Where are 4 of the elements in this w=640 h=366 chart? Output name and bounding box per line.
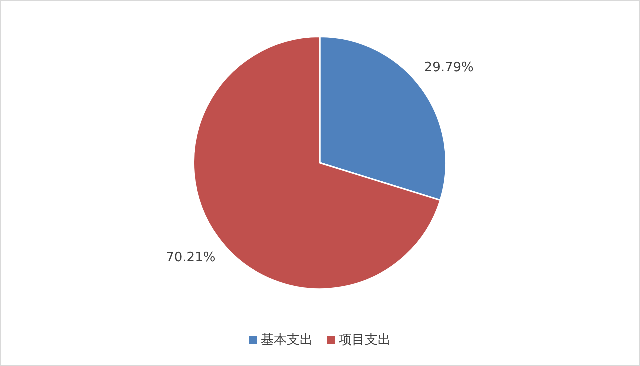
data-label: 70.21%: [166, 250, 216, 266]
data-label: 29.79%: [424, 60, 474, 76]
legend-label: 项目支出: [338, 332, 391, 349]
legend-label: 基本支出: [260, 332, 313, 349]
